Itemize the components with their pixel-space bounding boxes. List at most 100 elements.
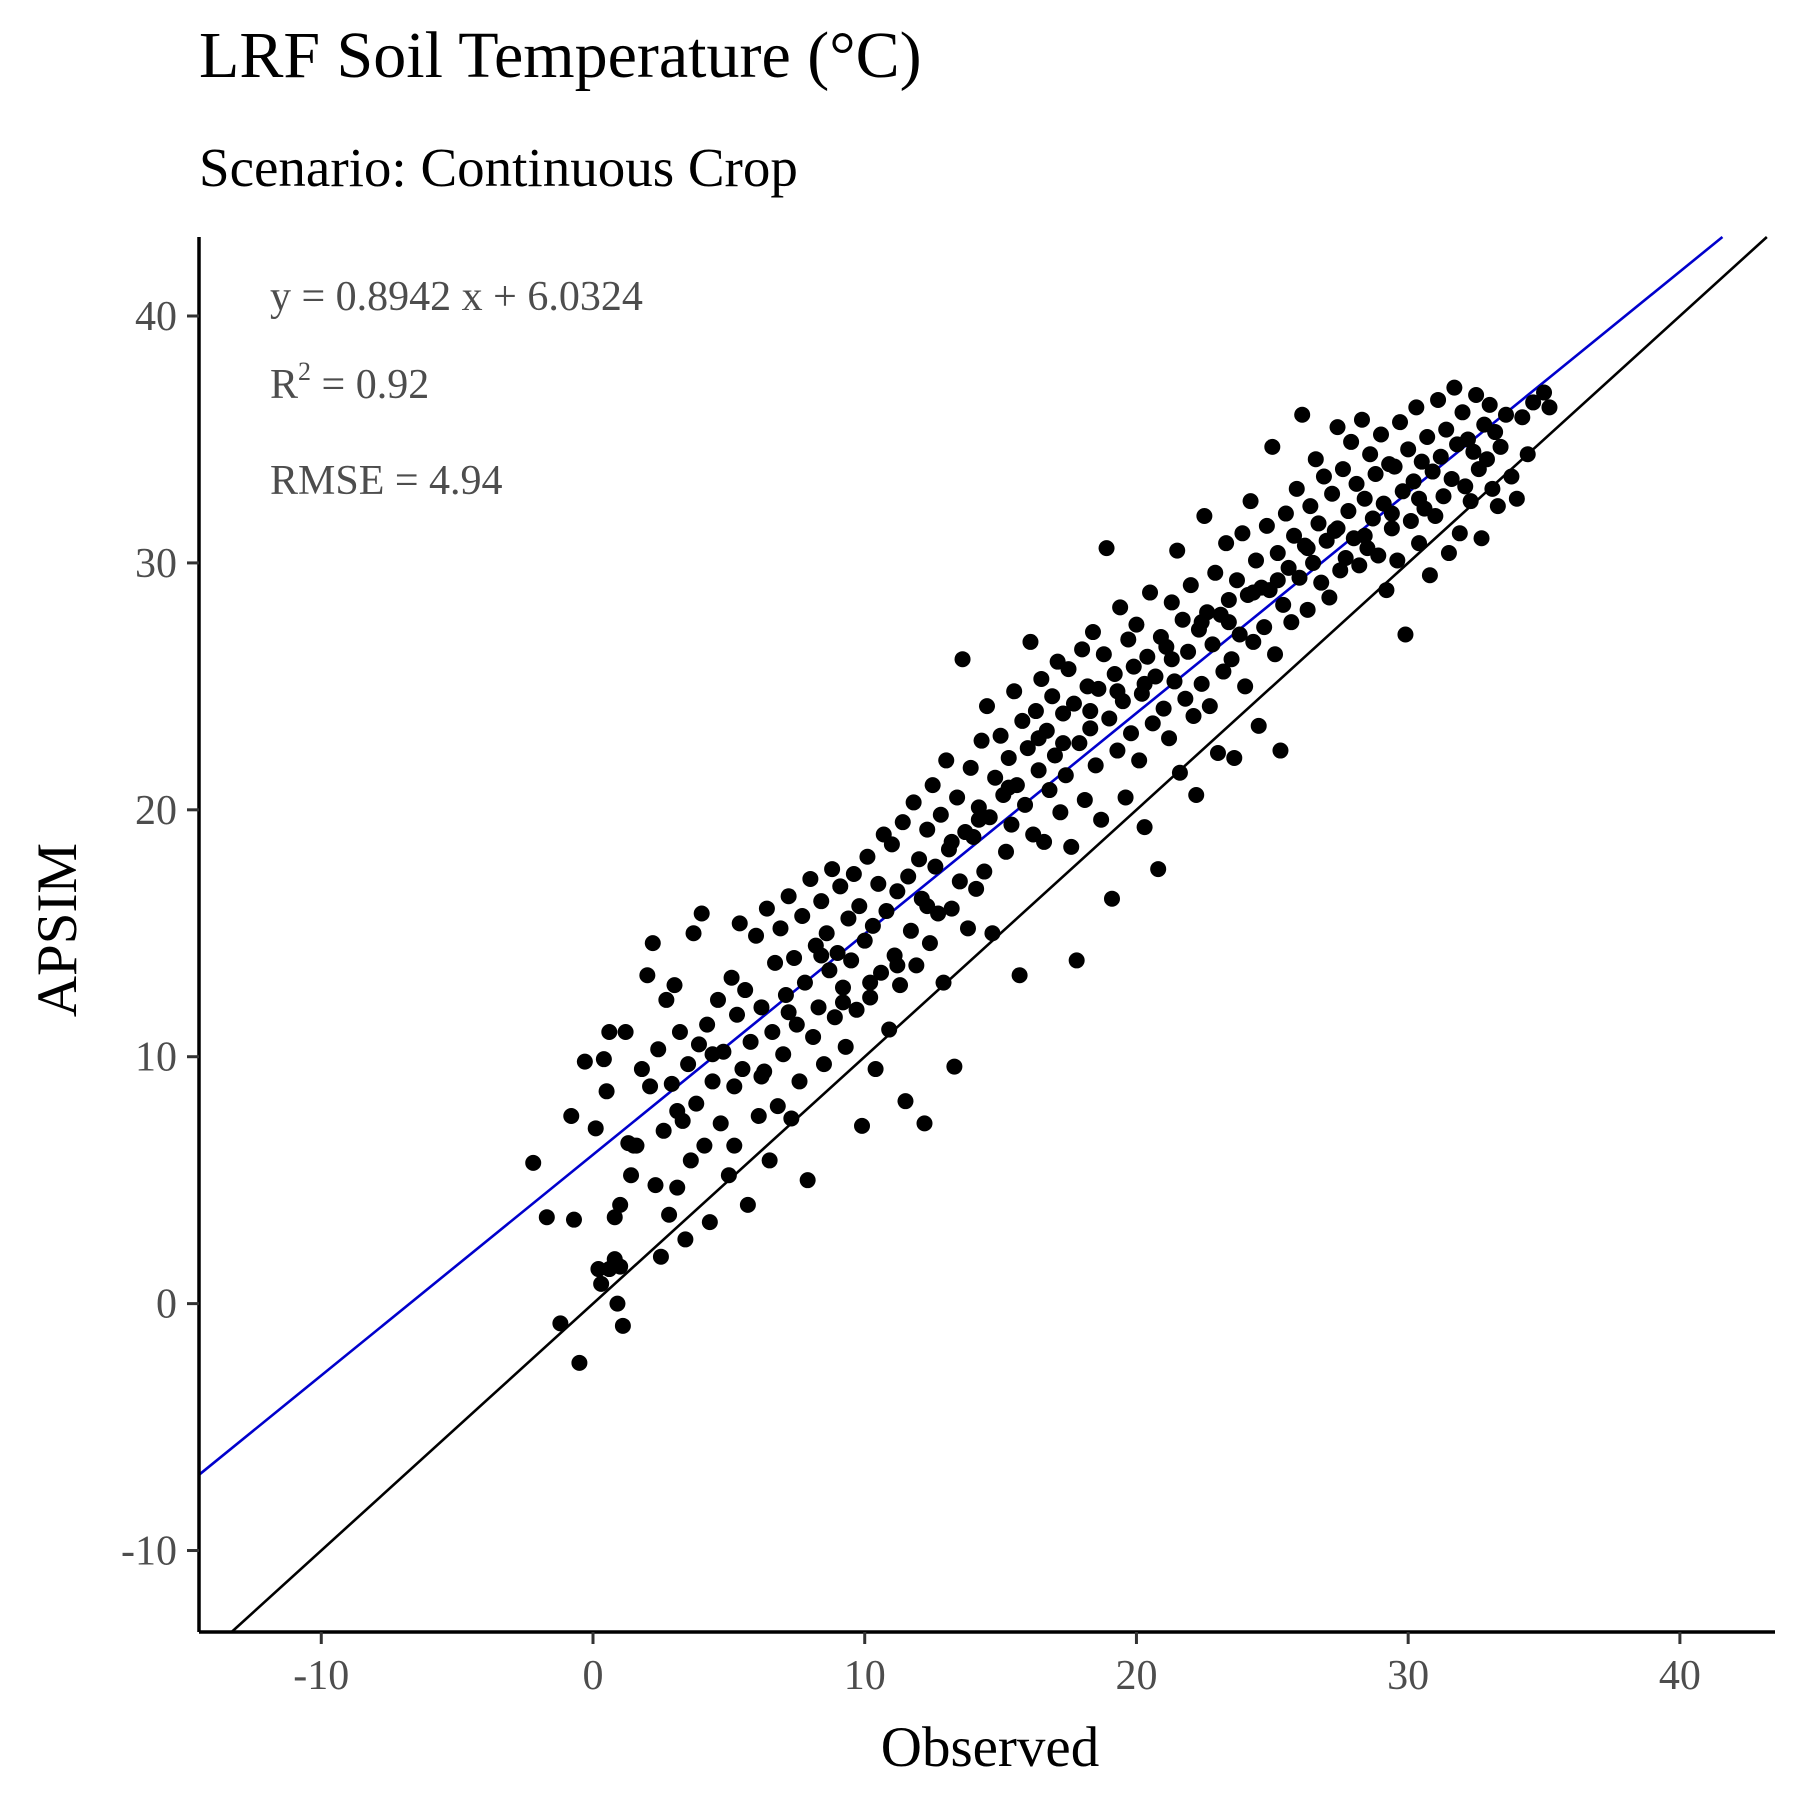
- data-point: [970, 811, 987, 828]
- data-point: [1451, 525, 1468, 542]
- data-point: [921, 935, 938, 952]
- data-point: [943, 833, 960, 850]
- data-point: [815, 1056, 832, 1073]
- data-point: [1484, 480, 1501, 497]
- data-point: [1421, 567, 1438, 584]
- data-point: [832, 878, 849, 895]
- data-point: [1299, 540, 1316, 557]
- data-point: [1030, 762, 1047, 779]
- data-point: [1356, 490, 1373, 507]
- data-point: [663, 1075, 680, 1092]
- data-point: [748, 927, 765, 944]
- data-point: [859, 848, 876, 865]
- data-point: [1492, 438, 1509, 455]
- data-point: [959, 920, 976, 937]
- data-point: [552, 1315, 569, 1332]
- data-point: [775, 1046, 792, 1063]
- data-point: [998, 843, 1015, 860]
- data-point: [826, 1009, 843, 1026]
- data-point: [1209, 745, 1226, 762]
- data-point: [680, 1056, 697, 1073]
- data-point: [576, 1053, 593, 1070]
- data-point: [587, 1120, 604, 1137]
- data-point: [1258, 517, 1275, 534]
- data-point: [1226, 749, 1243, 766]
- data-point: [1120, 631, 1137, 648]
- y-tick-label: 20: [135, 788, 177, 834]
- data-point: [1503, 468, 1520, 485]
- data-point: [1353, 411, 1370, 428]
- data-point: [1136, 675, 1153, 692]
- data-point: [1182, 577, 1199, 594]
- data-point: [1514, 409, 1531, 426]
- data-point: [1343, 433, 1360, 450]
- r2-label: R2 = 0.92: [270, 357, 429, 408]
- data-point: [1060, 661, 1077, 678]
- data-point: [1171, 764, 1188, 781]
- data-point: [609, 1295, 626, 1312]
- data-point: [829, 945, 846, 962]
- data-point: [834, 994, 851, 1011]
- data-point: [726, 1078, 743, 1095]
- data-point: [688, 1095, 705, 1112]
- data-point: [984, 925, 1001, 942]
- data-point: [1424, 463, 1441, 480]
- data-point: [1109, 742, 1126, 759]
- data-point: [854, 1117, 871, 1134]
- data-point: [951, 873, 968, 890]
- data-point: [965, 828, 982, 845]
- data-point: [1459, 431, 1476, 448]
- data-point: [704, 1046, 721, 1063]
- data-point: [614, 1317, 631, 1334]
- data-point: [1193, 675, 1210, 692]
- data-point: [1065, 695, 1082, 712]
- data-point: [1204, 636, 1221, 653]
- data-point: [1288, 480, 1305, 497]
- data-point: [840, 910, 857, 927]
- data-point: [796, 974, 813, 991]
- data-point: [1087, 757, 1104, 774]
- data-point: [791, 1073, 808, 1090]
- data-point: [1446, 379, 1463, 396]
- data-point: [1435, 488, 1452, 505]
- data-point: [924, 777, 941, 794]
- data-point: [1402, 512, 1419, 529]
- data-point: [1256, 619, 1273, 636]
- data-point: [1218, 535, 1235, 552]
- data-point: [799, 1172, 816, 1189]
- data-point: [1334, 461, 1351, 478]
- data-point: [1356, 527, 1373, 544]
- data-point: [1033, 670, 1050, 687]
- data-point: [1468, 387, 1485, 404]
- data-point: [734, 1061, 751, 1078]
- data-point: [1454, 404, 1471, 421]
- data-point: [1427, 508, 1444, 524]
- data-point: [1052, 804, 1069, 821]
- data-point: [598, 1083, 615, 1100]
- data-point: [1117, 789, 1134, 806]
- data-point: [1508, 490, 1525, 507]
- data-point: [1055, 735, 1072, 752]
- data-point: [1082, 703, 1099, 720]
- data-point: [682, 1152, 699, 1169]
- data-point: [642, 1078, 659, 1095]
- data-point: [1000, 749, 1017, 766]
- data-point: [731, 915, 748, 932]
- data-point: [1457, 478, 1474, 495]
- data-point: [1068, 952, 1085, 969]
- r2-label-value: = 0.92: [311, 362, 429, 408]
- data-point: [837, 1038, 854, 1055]
- data-point: [1106, 666, 1123, 683]
- data-point: [699, 1016, 716, 1033]
- data-point: [595, 1051, 612, 1068]
- data-point: [848, 1001, 865, 1018]
- data-point: [758, 900, 775, 917]
- data-point: [1063, 838, 1080, 855]
- data-point: [810, 999, 827, 1016]
- data-point: [538, 1209, 555, 1226]
- data-point: [1299, 601, 1316, 618]
- data-point: [661, 1206, 678, 1223]
- y-tick-label: 10: [135, 1035, 177, 1081]
- data-point: [1017, 796, 1034, 813]
- data-point: [1351, 557, 1368, 574]
